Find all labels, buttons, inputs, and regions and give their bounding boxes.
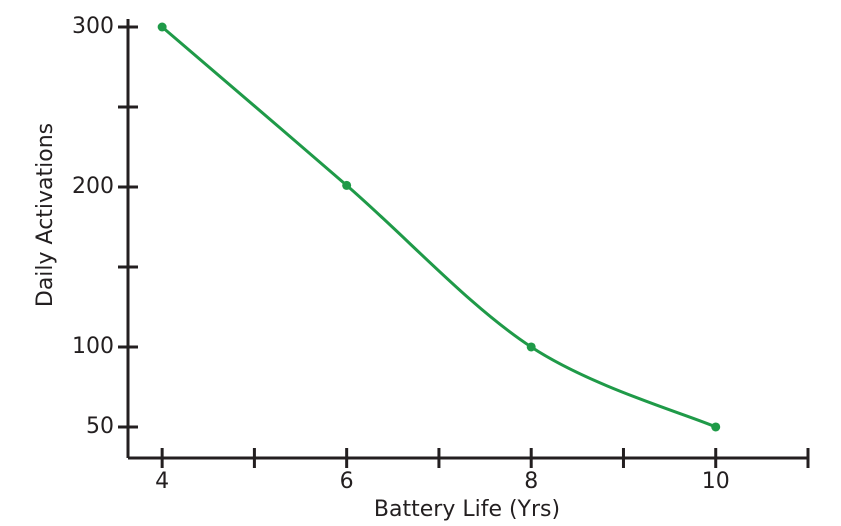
x-tick-label: 10	[702, 469, 730, 494]
data-point	[526, 342, 536, 352]
data-point	[157, 22, 167, 32]
y-axis-label: Daily Activations	[33, 123, 58, 307]
y-tick-label: 100	[72, 334, 114, 359]
data-point	[342, 180, 352, 190]
data-point	[711, 422, 721, 432]
x-tick-label: 4	[155, 469, 169, 494]
y-tick-label: 200	[72, 174, 114, 199]
x-tick-label: 8	[524, 469, 538, 494]
y-tick-label: 50	[86, 414, 114, 439]
y-tick-label: 300	[72, 14, 114, 39]
x-tick-label: 6	[340, 469, 354, 494]
series-line	[161, 25, 717, 429]
x-axis-label: Battery Life (Yrs)	[374, 497, 560, 522]
